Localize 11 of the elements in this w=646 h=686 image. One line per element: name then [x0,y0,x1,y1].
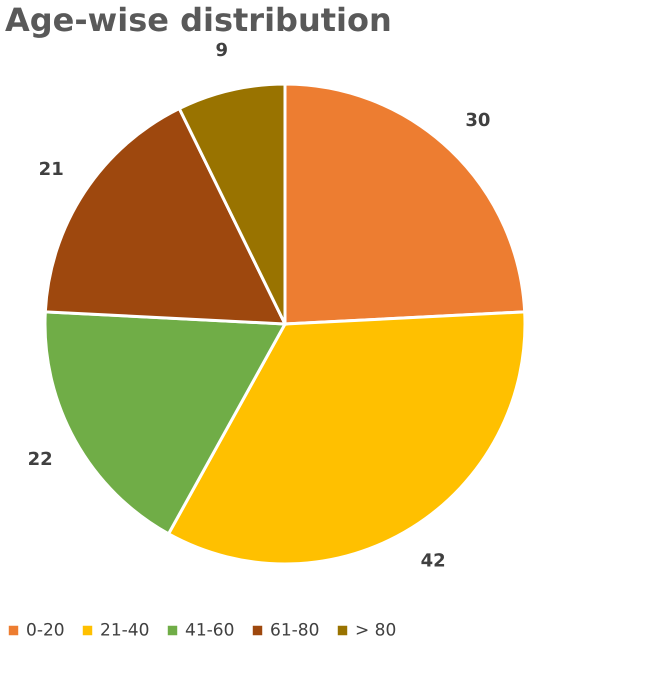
data-label: 21 [38,158,64,180]
legend-label: 21-40 [100,620,150,641]
legend-label: > 80 [355,620,396,641]
legend-label: 41-60 [185,620,234,641]
data-label: 9 [215,40,228,62]
data-label: 22 [28,448,53,470]
data-label: 42 [420,550,446,572]
chart-title: Age-wise distribution [5,1,392,40]
legend-label: 61-80 [270,620,320,641]
data-label: 30 [465,110,490,132]
legend-label: 0-20 [26,620,65,641]
